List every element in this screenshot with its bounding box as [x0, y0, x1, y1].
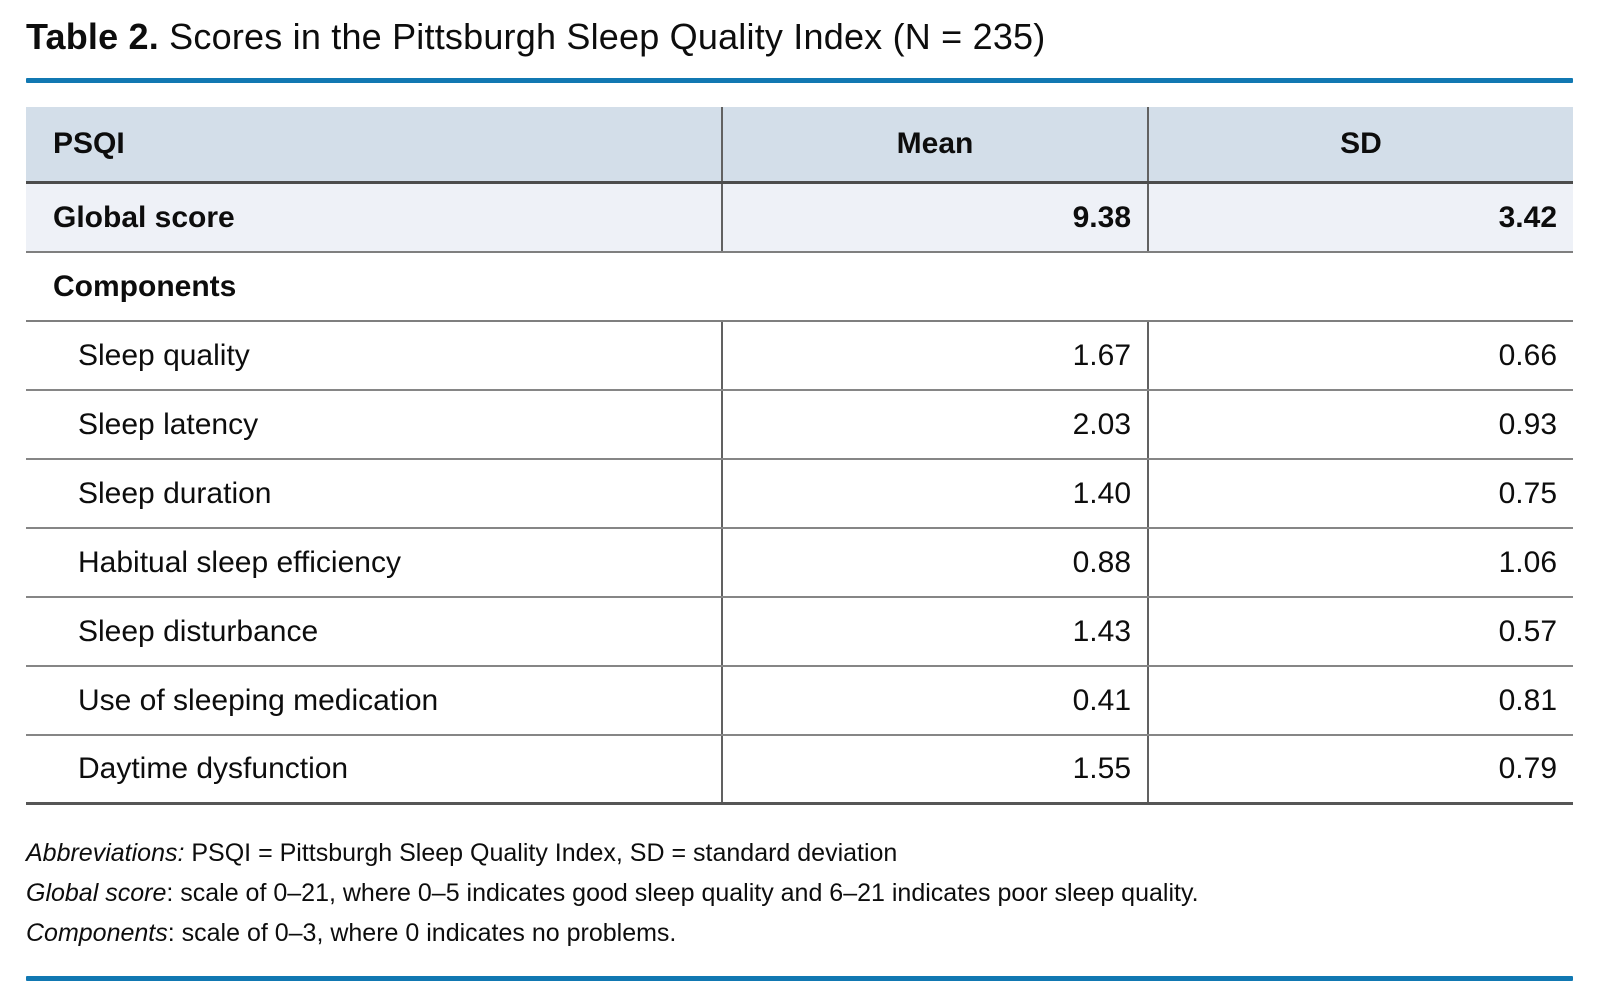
footnote-lead: Global score — [26, 879, 167, 907]
footnotes: Abbreviations: PSQI = Pittsburgh Sleep Q… — [26, 833, 1573, 953]
row-label: Sleep latency — [78, 407, 259, 441]
table-row: Sleep disturbance 1.43 0.57 — [26, 598, 1573, 667]
row-label: Sleep quality — [78, 338, 250, 372]
mean-value: 1.40 — [721, 460, 1147, 527]
sd-value: 1.06 — [1147, 529, 1573, 596]
sd-value: 0.81 — [1147, 667, 1573, 734]
global-score-row: Global score 9.38 3.42 — [26, 184, 1573, 253]
table-row: Use of sleeping medication 0.41 0.81 — [26, 667, 1573, 736]
footnote-text: : scale of 0–3, where 0 indicates no pro… — [167, 919, 677, 947]
sd-value: 0.75 — [1147, 460, 1573, 527]
row-label: Habitual sleep efficiency — [78, 545, 401, 579]
table-row: Habitual sleep efficiency 0.88 1.06 — [26, 529, 1573, 598]
footnote-global-score: Global score: scale of 0–21, where 0–5 i… — [26, 873, 1573, 913]
column-header-sd: SD — [1147, 107, 1573, 181]
table-row: Sleep quality 1.67 0.66 — [26, 322, 1573, 391]
table-row: Sleep latency 2.03 0.93 — [26, 391, 1573, 460]
table-row: Sleep duration 1.40 0.75 — [26, 460, 1573, 529]
mean-value: 2.03 — [721, 391, 1147, 458]
sd-value: 0.57 — [1147, 598, 1573, 665]
row-label: Sleep duration — [78, 476, 272, 510]
column-header-psqi: PSQI — [53, 127, 125, 160]
table-row: Daytime dysfunction 1.55 0.79 — [26, 736, 1573, 805]
table-header-row: PSQI Mean SD — [26, 107, 1573, 184]
footnote-text: : scale of 0–21, where 0–5 indicates goo… — [166, 879, 1199, 907]
mean-value: 1.67 — [721, 322, 1147, 389]
sd-value: 0.66 — [1147, 322, 1573, 389]
footnote-lead: Components — [26, 919, 168, 947]
row-label: Daytime dysfunction — [78, 752, 349, 785]
table-title: Table 2. Scores in the Pittsburgh Sleep … — [26, 15, 1573, 59]
top-rule — [26, 78, 1573, 83]
bottom-rule — [26, 976, 1573, 981]
mean-value: 1.55 — [721, 736, 1147, 802]
sd-value: 3.42 — [1147, 184, 1573, 251]
table-title-number: Table 2. — [26, 16, 159, 57]
footnote-lead: Abbreviations: — [26, 839, 185, 867]
table-title-text: Scores in the Pittsburgh Sleep Quality I… — [158, 16, 1046, 57]
footnote-components: Components: scale of 0–3, where 0 indica… — [26, 913, 1573, 953]
row-label: Global score — [53, 200, 235, 234]
section-label: Components — [53, 269, 237, 303]
column-header-mean: Mean — [721, 107, 1147, 181]
row-label: Use of sleeping medication — [78, 683, 439, 717]
mean-value: 0.41 — [721, 667, 1147, 734]
footnote-text: PSQI = Pittsburgh Sleep Quality Index, S… — [184, 839, 898, 867]
row-label: Sleep disturbance — [78, 614, 319, 648]
sd-value: 0.79 — [1147, 736, 1573, 802]
mean-value: 9.38 — [721, 184, 1147, 251]
psqi-table: PSQI Mean SD Global score 9.38 3.42 Comp… — [26, 107, 1573, 805]
mean-value: 0.88 — [721, 529, 1147, 596]
mean-value: 1.43 — [721, 598, 1147, 665]
sd-value: 0.93 — [1147, 391, 1573, 458]
components-section-row: Components — [26, 253, 1573, 322]
footnote-abbreviations: Abbreviations: PSQI = Pittsburgh Sleep Q… — [26, 833, 1573, 873]
